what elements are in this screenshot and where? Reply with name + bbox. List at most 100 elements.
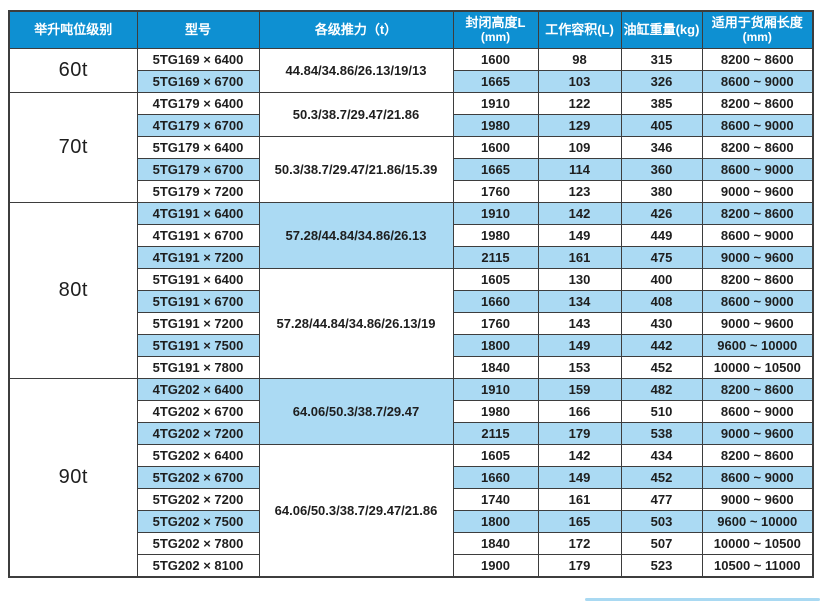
model-cell: 5TG202 × 8100 <box>136 554 260 578</box>
column-header-label: 工作容积(L) <box>545 21 614 37</box>
working-volume-cell: 149 <box>537 334 622 357</box>
cylinder-weight-cell: 507 <box>620 532 703 555</box>
closed-height-cell: 1605 <box>452 444 539 467</box>
column-header-closed-height: 封闭高度L (mm) <box>452 10 539 49</box>
model-cell: 5TG202 × 7500 <box>136 510 260 533</box>
box-length-cell: 8600 ~ 9000 <box>701 224 814 247</box>
working-volume-cell: 165 <box>537 510 622 533</box>
tonnage-class-cell: 80t <box>8 202 138 379</box>
thrust-cell: 57.28/44.84/34.86/26.13 <box>258 202 454 269</box>
closed-height-cell: 1660 <box>452 466 539 489</box>
table-row: 5TG179 × 6400 50.3/38.7/29.47/21.86/15.39… <box>9 136 814 203</box>
box-length-cell: 9000 ~ 9600 <box>701 488 814 511</box>
working-volume-cell: 122 <box>537 92 622 115</box>
box-length-cell: 10000 ~ 10500 <box>701 356 814 379</box>
table-header: 举升吨位级别 型号 各级推力（t） 封闭高度L (mm) 工作容积(L) 油缸重量(kg) 适… <box>8 10 814 49</box>
closed-height-cell: 1800 <box>452 334 539 357</box>
closed-height-cell: 1600 <box>452 48 539 71</box>
cylinder-spec-table: 举升吨位级别 型号 各级推力（t） 封闭高度L (mm) 工作容积(L) 油缸重量(kg) 适… <box>8 10 814 578</box>
column-header-tonnage: 举升吨位级别 <box>8 10 138 49</box>
cylinder-weight-cell: 385 <box>620 92 703 115</box>
model-cell: 5TG191 × 6400 <box>136 268 260 291</box>
working-volume-cell: 130 <box>537 268 622 291</box>
closed-height-cell: 1910 <box>452 202 539 225</box>
header-row: 举升吨位级别 型号 各级推力（t） 封闭高度L (mm) 工作容积(L) 油缸重量(kg) 适… <box>8 10 814 49</box>
cylinder-weight-cell: 449 <box>620 224 703 247</box>
model-cell: 4TG179 × 6400 <box>136 92 260 115</box>
working-volume-cell: 103 <box>537 70 622 93</box>
cylinder-weight-cell: 430 <box>620 312 703 335</box>
model-cell: 4TG191 × 7200 <box>136 246 260 269</box>
cylinder-weight-cell: 477 <box>620 488 703 511</box>
tonnage-class-cell: 60t <box>8 48 138 93</box>
box-length-cell: 9000 ~ 9600 <box>701 180 814 203</box>
cylinder-weight-cell: 510 <box>620 400 703 423</box>
box-length-cell: 8200 ~ 8600 <box>701 136 814 159</box>
cylinder-weight-cell: 360 <box>620 158 703 181</box>
table-row: 5TG179 × 7200 1760 123 380 9000 ~ 9600 <box>9 180 814 203</box>
column-header-label: 封闭高度L <box>465 15 526 30</box>
cylinder-weight-cell: 408 <box>620 290 703 313</box>
working-volume-cell: 98 <box>537 48 622 71</box>
closed-height-cell: 1665 <box>452 70 539 93</box>
table-row: 5TG202 × 7800 1840 172 507 10000 ~ 10500 <box>9 532 814 555</box>
thrust-cell: 57.28/44.84/34.86/26.13/19 <box>258 268 454 379</box>
box-length-cell: 8600 ~ 9000 <box>701 158 814 181</box>
model-cell: 5TG202 × 6700 <box>136 466 260 489</box>
thrust-cell: 64.06/50.3/38.7/29.47 <box>258 378 454 445</box>
model-cell: 5TG191 × 7800 <box>136 356 260 379</box>
box-length-cell: 10500 ~ 11000 <box>701 554 814 578</box>
table-row: 5TG191 × 7500 1800 149 442 9600 ~ 10000 <box>9 334 814 357</box>
box-length-cell: 8200 ~ 8600 <box>701 378 814 401</box>
model-cell: 5TG179 × 6400 <box>136 136 260 159</box>
model-cell: 5TG202 × 7800 <box>136 532 260 555</box>
working-volume-cell: 161 <box>537 246 622 269</box>
column-header-box-length: 适用于货厢长度 (mm) <box>701 10 814 49</box>
box-length-cell: 8600 ~ 9000 <box>701 400 814 423</box>
model-cell: 5TG179 × 6700 <box>136 158 260 181</box>
table-row: 5TG191 × 6700 1660 134 408 8600 ~ 9000 <box>9 290 814 313</box>
column-header-label: 各级推力（t） <box>314 21 398 37</box>
model-cell: 5TG191 × 7200 <box>136 312 260 335</box>
table-row: 5TG202 × 6700 1660 149 452 8600 ~ 9000 <box>9 466 814 489</box>
cylinder-weight-cell: 405 <box>620 114 703 137</box>
box-length-cell: 8200 ~ 8600 <box>701 268 814 291</box>
working-volume-cell: 129 <box>537 114 622 137</box>
box-length-cell: 8200 ~ 8600 <box>701 202 814 225</box>
cylinder-weight-cell: 434 <box>620 444 703 467</box>
working-volume-cell: 142 <box>537 444 622 467</box>
column-header-unit: (mm) <box>742 29 772 44</box>
table-body: 60t 5TG169 × 6400 44.84/34.86/26.13/19/13 1… <box>8 48 814 578</box>
table-row: 70t 4TG179 × 6400 50.3/38.7/29.47/21.86 191… <box>8 92 814 203</box>
closed-height-cell: 1605 <box>452 268 539 291</box>
thrust-cell: 50.3/38.7/29.47/21.86/15.39 <box>258 136 454 203</box>
table-row: 5TG191 × 6400 57.28/44.84/34.86/26.13/19 1… <box>9 268 814 379</box>
closed-height-cell: 1980 <box>452 400 539 423</box>
column-header-model: 型号 <box>136 10 260 49</box>
table-row: 5TG202 × 6400 64.06/50.3/38.7/29.47/21.86… <box>9 444 814 578</box>
thrust-cell: 50.3/38.7/29.47/21.86 <box>258 92 454 137</box>
column-header-label: 油缸重量(kg) <box>623 21 700 37</box>
cylinder-weight-cell: 538 <box>620 422 703 445</box>
table-row: 60t 5TG169 × 6400 44.84/34.86/26.13/19/13 1… <box>8 48 814 93</box>
box-length-cell: 8600 ~ 9000 <box>701 290 814 313</box>
working-volume-cell: 114 <box>537 158 622 181</box>
table-row: 4TG191 × 6700 1980 149 449 8600 ~ 9000 <box>9 224 814 247</box>
working-volume-cell: 149 <box>537 224 622 247</box>
closed-height-cell: 1760 <box>452 312 539 335</box>
box-length-cell: 8600 ~ 9000 <box>701 70 814 93</box>
cylinder-weight-cell: 426 <box>620 202 703 225</box>
closed-height-cell: 1760 <box>452 180 539 203</box>
working-volume-cell: 179 <box>537 422 622 445</box>
box-length-cell: 9000 ~ 9600 <box>701 246 814 269</box>
cylinder-weight-cell: 442 <box>620 334 703 357</box>
closed-height-cell: 1740 <box>452 488 539 511</box>
working-volume-cell: 134 <box>537 290 622 313</box>
table-row: 5TG202 × 7200 1740 161 477 9000 ~ 9600 <box>9 488 814 511</box>
closed-height-cell: 1665 <box>452 158 539 181</box>
working-volume-cell: 166 <box>537 400 622 423</box>
thrust-cell: 64.06/50.3/38.7/29.47/21.86 <box>258 444 454 578</box>
table-row: 4TG202 × 7200 2115 179 538 9000 ~ 9600 <box>9 422 814 445</box>
cylinder-weight-cell: 346 <box>620 136 703 159</box>
